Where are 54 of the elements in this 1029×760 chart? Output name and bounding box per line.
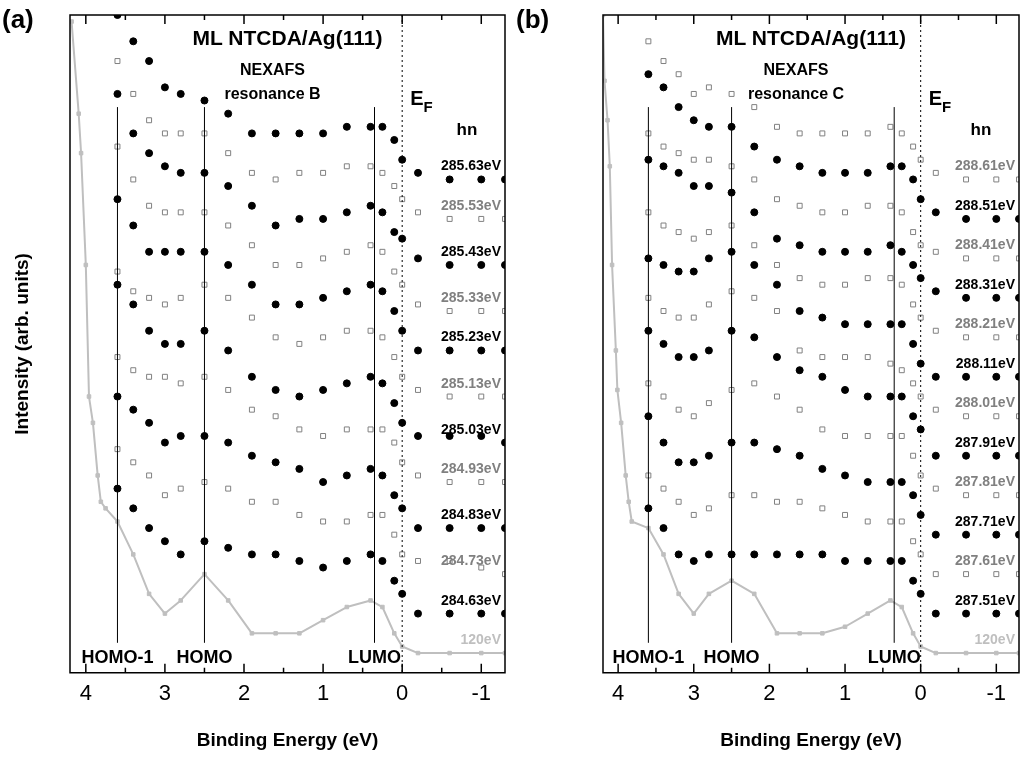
series-label: 287.71eV	[955, 512, 1016, 529]
text: ML NTCDA/Ag(111)	[192, 26, 383, 49]
ref-line-label: HOMO-1	[81, 646, 154, 667]
ref-line-label: HOMO	[176, 646, 233, 667]
legend-title: hn	[456, 120, 478, 139]
series-label: 288.41eV	[955, 236, 1016, 253]
series-label: 120eV	[974, 631, 1016, 648]
x-tick-label: 4	[612, 680, 625, 706]
x-tick-label: -1	[986, 680, 1007, 706]
series-label: 288.61eV	[955, 157, 1016, 174]
text: NEXAFS resonance B	[224, 61, 321, 102]
series-label: 287.91eV	[955, 433, 1016, 450]
ref-line-label: LUMO	[867, 646, 921, 667]
text: ML NTCDA/Ag(111)	[716, 26, 906, 49]
ref-line-label: LUMO	[348, 646, 402, 667]
text: (b)	[516, 4, 550, 34]
x-tick-label: 2	[763, 680, 776, 706]
legend-title: hn	[970, 120, 992, 139]
ref-line-label: HOMO	[703, 646, 760, 667]
series-label: 287.61eV	[955, 552, 1016, 569]
series-label: 285.43eV	[441, 242, 502, 259]
series-label: 285.13eV	[441, 374, 502, 391]
x-tick-label: 1	[838, 680, 852, 706]
x-tick-label: 3	[687, 680, 700, 706]
x-tick-label: 3	[158, 680, 172, 706]
x-axis-title: Binding Energy (eV)	[720, 728, 902, 750]
series-label: 288.51eV	[955, 196, 1016, 213]
series-label: 288.01eV	[955, 394, 1016, 411]
series-label: 285.53eV	[441, 196, 502, 213]
x-tick-label: 2	[237, 680, 251, 706]
series-label: 287.51eV	[955, 591, 1016, 608]
series-label: 120eV	[460, 631, 502, 648]
series-label: 288.11eV	[955, 354, 1016, 371]
series-label: 284.73eV	[441, 552, 502, 569]
x-tick-label: 0	[396, 680, 409, 706]
x-tick-label: 0	[914, 680, 927, 706]
x-axis-title: Binding Energy (eV)	[196, 728, 379, 750]
x-tick-label: -1	[471, 680, 492, 706]
series-label: 284.83eV	[441, 506, 502, 523]
ref-line-label: HOMO-1	[612, 646, 685, 667]
series-label: 288.31eV	[955, 275, 1016, 292]
x-tick-label: 1	[316, 680, 330, 706]
series-label: 288.21eV	[955, 315, 1016, 332]
text: NEXAFS resonance C	[747, 61, 845, 102]
series-label: 285.23eV	[441, 328, 502, 345]
series-label: 284.93eV	[441, 460, 502, 477]
y-axis-title: Intensity (arb. units)	[11, 253, 32, 435]
x-tick-label: 4	[79, 680, 92, 706]
series-label: 285.33eV	[441, 289, 502, 306]
series-label: 285.63eV	[441, 157, 502, 174]
series-label: 285.03eV	[441, 420, 502, 437]
series-label: 284.63eV	[441, 591, 502, 608]
text: (a)	[2, 4, 34, 34]
series-label: 287.81eV	[955, 473, 1016, 490]
